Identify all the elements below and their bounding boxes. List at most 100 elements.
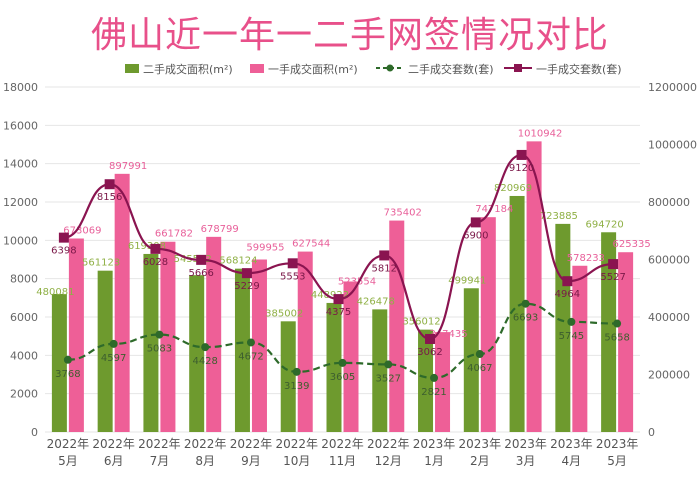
x-tick-label: 2022年 <box>138 437 181 451</box>
newhome-units-data-label: 5666 <box>188 268 213 279</box>
secondhand-units-point <box>475 350 484 359</box>
secondhand-units-data-label: 4428 <box>192 356 217 367</box>
x-tick-label: 5月 <box>58 454 78 468</box>
secondhand-units-point <box>521 299 530 308</box>
newhome-units-data-label: 5229 <box>234 281 259 292</box>
bar-newhome-area <box>572 265 588 432</box>
right-tick-label: 200000 <box>648 369 690 382</box>
bar-data-label: 625335 <box>613 239 651 250</box>
x-tick-label: 2022年 <box>367 437 410 451</box>
bar-secondhand-area <box>51 293 67 432</box>
bar-data-label: 385002 <box>265 308 303 319</box>
x-tick-label: 2月 <box>470 454 490 468</box>
bar-data-label: 599955 <box>246 243 284 254</box>
newhome-units-data-label: 9120 <box>509 163 534 174</box>
bar-data-label: 678799 <box>201 224 239 235</box>
right-tick-label: 400000 <box>648 311 690 324</box>
legend-marker <box>386 64 394 72</box>
newhome-units-point <box>150 243 161 254</box>
bar-data-label: 347435 <box>429 329 467 340</box>
x-tick-label: 2023年 <box>550 437 593 451</box>
bar-secondhand-area <box>143 253 159 432</box>
left-tick-label: 6000 <box>10 311 38 324</box>
left-tick-label: 14000 <box>3 158 38 171</box>
bar-newhome-area <box>435 332 451 432</box>
chart-title: 佛山近一年一二手网签情况对比 <box>90 15 609 56</box>
bar-secondhand-area <box>189 275 205 432</box>
x-tick-label: 2022年 <box>275 437 318 451</box>
bar-secondhand-area <box>280 321 296 432</box>
secondhand-units-point <box>338 358 347 367</box>
newhome-units-data-label: 4375 <box>326 307 351 318</box>
secondhand-units-data-label: 3605 <box>330 372 355 383</box>
bar-data-label: 499941 <box>448 275 486 286</box>
bar-secondhand-area <box>463 288 479 432</box>
x-tick-label: 2023年 <box>504 437 547 451</box>
left-tick-label: 10000 <box>3 234 38 247</box>
bar-newhome-area <box>343 281 359 432</box>
newhome-units-point <box>196 254 207 265</box>
left-tick-label: 0 <box>31 426 38 439</box>
x-tick-label: 10月 <box>283 454 310 468</box>
newhome-units-point <box>379 250 390 261</box>
legend-marker <box>514 64 522 72</box>
bar-data-label: 523554 <box>338 276 376 287</box>
newhome-units-point <box>608 259 619 270</box>
x-tick-label: 5月 <box>607 454 627 468</box>
x-tick-label: 2023年 <box>596 437 639 451</box>
secondhand-units-point <box>384 360 393 369</box>
bar-data-label: 820969 <box>494 183 532 194</box>
bar-data-label: 735402 <box>384 208 422 219</box>
secondhand-units-data-label: 3139 <box>284 381 309 392</box>
left-tick-label: 8000 <box>10 273 38 286</box>
left-tick-label: 18000 <box>3 81 38 94</box>
x-tick-label: 1月 <box>424 454 444 468</box>
bar-secondhand-area <box>97 270 113 432</box>
secondhand-units-point <box>246 338 255 347</box>
bar-secondhand-area <box>418 329 434 432</box>
secondhand-units-data-label: 4067 <box>467 363 492 374</box>
bar-secondhand-area <box>234 268 250 432</box>
bar-secondhand-area <box>372 309 388 432</box>
bar-newhome-area <box>114 173 130 433</box>
secondhand-units-point <box>430 373 439 382</box>
bar-data-label: 673069 <box>63 225 101 236</box>
bar-data-label: 568124 <box>219 256 257 267</box>
x-tick-label: 2022年 <box>92 437 135 451</box>
newhome-units-point <box>241 268 252 279</box>
left-tick-label: 16000 <box>3 119 38 132</box>
x-tick-label: 2023年 <box>459 437 502 451</box>
secondhand-units-point <box>109 339 118 348</box>
legend-swatch <box>250 64 264 73</box>
bar-newhome-area <box>526 141 542 432</box>
legend-swatch <box>125 64 139 73</box>
newhome-units-point <box>562 276 573 287</box>
bar-data-label: 356012 <box>402 317 440 328</box>
bar-newhome-area <box>206 236 222 432</box>
x-tick-label: 12月 <box>375 454 402 468</box>
bar-data-label: 627544 <box>292 239 330 250</box>
left-tick-label: 12000 <box>3 196 38 209</box>
left-tick-label: 2000 <box>10 388 38 401</box>
secondhand-units-point <box>292 367 301 376</box>
newhome-units-data-label: 5553 <box>280 271 305 282</box>
bar-data-label: 661782 <box>155 229 193 240</box>
x-tick-label: 11月 <box>329 454 356 468</box>
newhome-units-point <box>470 217 481 228</box>
newhome-units-data-label: 3062 <box>417 347 442 358</box>
newhome-units-data-label: 8156 <box>97 192 122 203</box>
bar-secondhand-area <box>326 302 342 432</box>
secondhand-units-data-label: 4672 <box>238 351 263 362</box>
newhome-units-data-label: 5527 <box>600 272 625 283</box>
newhome-units-point <box>104 179 115 190</box>
secondhand-units-data-label: 3527 <box>376 373 401 384</box>
bar-data-label: 561123 <box>82 258 120 269</box>
x-tick-label: 2023年 <box>413 437 456 451</box>
bar-secondhand-area <box>601 232 617 432</box>
secondhand-units-data-label: 2821 <box>421 387 446 398</box>
secondhand-units-data-label: 5658 <box>604 333 629 344</box>
right-tick-label: 0 <box>648 426 655 439</box>
legend-label: 一手成交套数(套) <box>536 62 622 76</box>
right-tick-label: 800000 <box>648 196 690 209</box>
